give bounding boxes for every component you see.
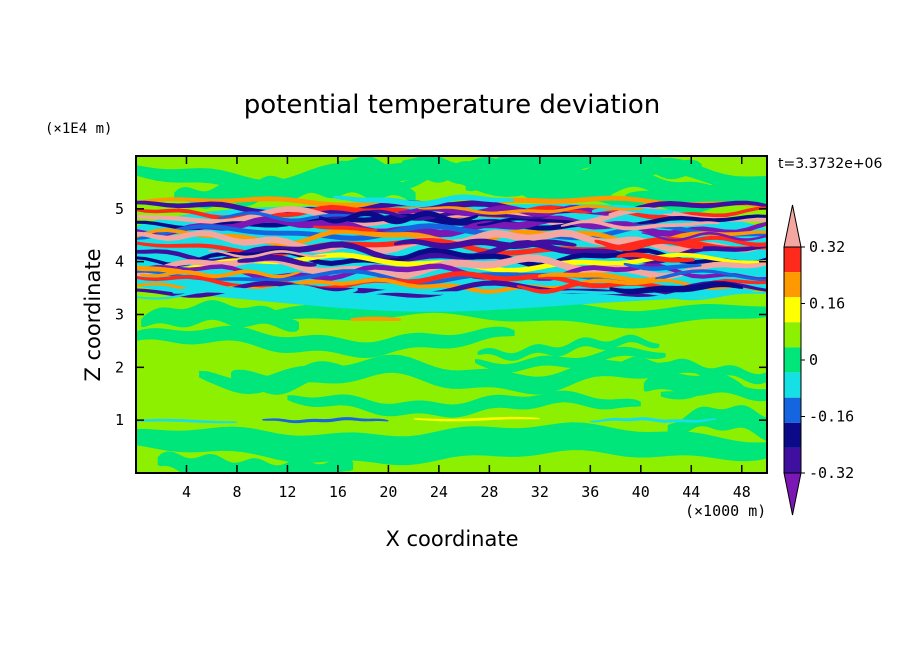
field-contour — [199, 354, 704, 395]
colorbar-segment — [784, 247, 801, 273]
field-contour — [664, 235, 767, 247]
chart-title: potential temperature deviation — [244, 90, 660, 120]
field-contour — [313, 225, 378, 232]
x-tick-label: 4 — [182, 483, 191, 501]
y-tick-label: 2 — [115, 358, 124, 376]
y-tick-label: 5 — [115, 200, 124, 218]
x-tick-label: 24 — [430, 483, 448, 501]
colorbar-segment — [784, 422, 801, 448]
field-contour — [287, 390, 641, 418]
field-contour — [475, 346, 666, 373]
field-contour — [350, 316, 401, 321]
x-tick-label: 44 — [682, 483, 700, 501]
field-contour — [136, 206, 767, 228]
y-tick-label: 3 — [115, 306, 124, 324]
field-contour — [394, 238, 577, 250]
field-contour — [136, 418, 237, 424]
field-contour — [157, 451, 354, 473]
colorbar-tick-label: -0.16 — [809, 408, 854, 426]
field-contour — [398, 205, 609, 217]
x-tick-label: 8 — [232, 483, 241, 501]
colorbar-tick-label: 0.16 — [809, 295, 845, 313]
field-contour — [623, 262, 702, 271]
field-contour — [413, 416, 540, 422]
field-contour — [172, 284, 358, 297]
colorbar-segment — [784, 397, 801, 423]
field-contour — [609, 281, 744, 295]
field-contour — [641, 231, 767, 242]
colorbar-segment — [784, 372, 801, 398]
x-tick-label: 20 — [379, 483, 397, 501]
colorbar-under-triangle — [783, 472, 802, 516]
field-contour — [136, 263, 767, 281]
colorbar-over-triangle — [783, 204, 802, 248]
field-contour — [477, 334, 660, 361]
colorbar-tick-label: 0.32 — [809, 238, 845, 256]
x-axis-label: X coordinate — [385, 527, 518, 551]
field-contour — [136, 277, 767, 294]
field-contour — [556, 181, 767, 208]
field-contour — [262, 417, 389, 424]
field-contour — [616, 252, 695, 263]
colorbar-segment — [784, 347, 801, 373]
y-tick-label: 1 — [115, 411, 124, 429]
field-contour — [136, 223, 767, 241]
colorbar: -0.32 -0.16 0 0.16 0.32 — [783, 204, 854, 516]
field-contour — [590, 417, 717, 423]
field-contour — [667, 405, 767, 441]
x-tick-label: 16 — [329, 483, 347, 501]
field-contour — [516, 281, 598, 294]
x-tick-label: 40 — [632, 483, 650, 501]
field-contour — [136, 289, 767, 301]
field-contour — [537, 272, 656, 283]
field-contour — [660, 379, 767, 402]
field-contour — [560, 219, 720, 231]
x-unit-label: (×1000 m) — [685, 502, 766, 520]
colorbar-tick-label: 0 — [809, 351, 818, 369]
field-contour — [136, 195, 767, 210]
x-tick-label: 32 — [531, 483, 549, 501]
field-contour — [136, 422, 767, 466]
colorbar-tick-label: -0.32 — [809, 464, 854, 482]
x-tick-label: 36 — [581, 483, 599, 501]
field-contour — [237, 254, 317, 267]
field-contour — [333, 194, 515, 208]
field-contour — [136, 265, 183, 273]
colorbar-segment — [784, 272, 801, 298]
y-unit-label: (×1E4 m) — [45, 121, 112, 137]
field-contour — [477, 217, 584, 226]
field-contour — [217, 211, 355, 223]
colorbar-segment — [784, 447, 801, 473]
field-contour — [136, 325, 515, 358]
colorbar-segment — [784, 322, 801, 348]
x-tick-label: 48 — [733, 483, 751, 501]
y-tick-label: 4 — [115, 253, 124, 271]
field-contour — [141, 300, 299, 332]
y-axis-label: Z coordinate — [81, 248, 105, 381]
field-contour — [208, 250, 327, 259]
colorbar-segment — [784, 297, 801, 323]
field-contour — [418, 204, 644, 215]
x-tick-label: 28 — [480, 483, 498, 501]
field-layer — [136, 156, 767, 473]
x-tick-label: 12 — [278, 483, 296, 501]
time-label: t=3.3732e+06 — [778, 156, 882, 172]
field-contour — [136, 157, 767, 197]
field-contour — [319, 210, 479, 225]
